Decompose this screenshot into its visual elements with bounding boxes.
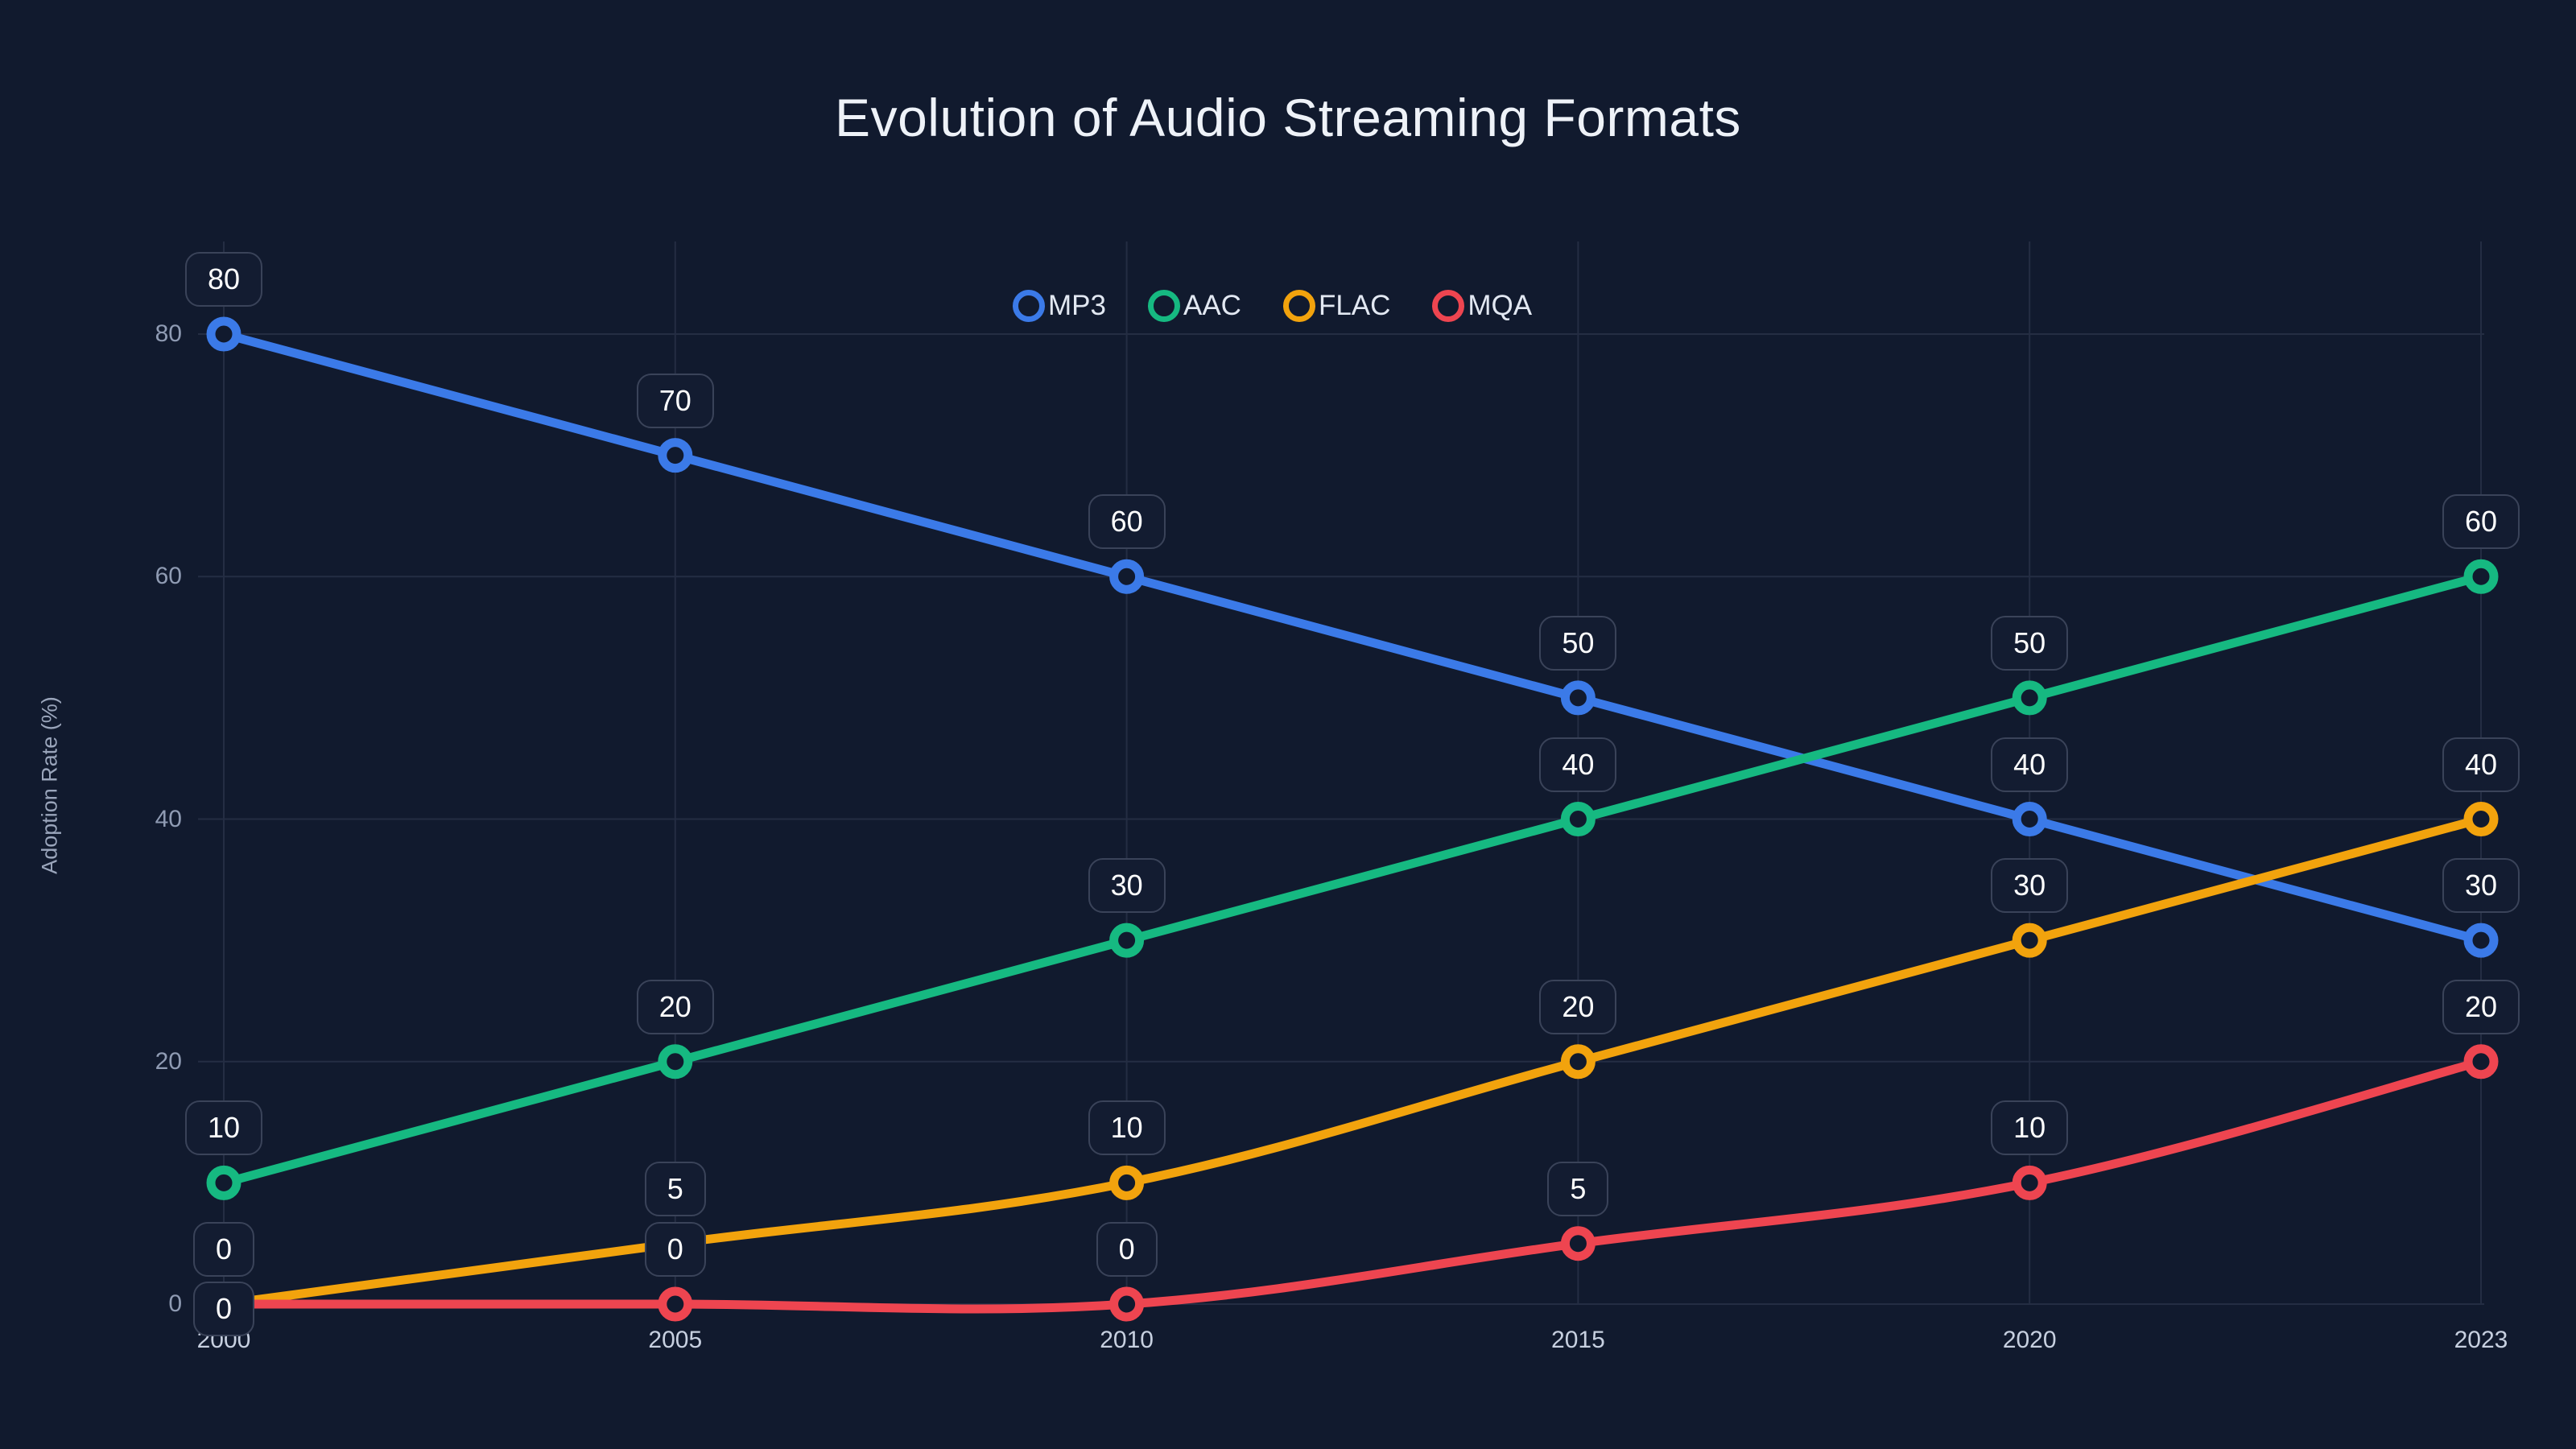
data-point-mp3-2015[interactable] (1560, 680, 1596, 716)
data-label-mp3-2010: 60 (1088, 494, 1166, 550)
data-label-mqa-2005: 0 (644, 1222, 706, 1277)
data-label-flac-2010: 10 (1088, 1100, 1166, 1156)
legend-item-mqa[interactable]: MQA (1432, 290, 1532, 322)
chart-legend: MP3 AAC FLAC MQA (1013, 283, 1532, 328)
data-point-flac-2020[interactable] (2012, 923, 2047, 958)
x-axis-tick-label: 2020 (2002, 1327, 2057, 1353)
data-point-mp3-2023[interactable] (2463, 923, 2499, 958)
data-label-flac-2005: 5 (644, 1161, 706, 1216)
data-point-aac-2000[interactable] (206, 1165, 242, 1200)
y-axis-tick-label: 40 (155, 805, 182, 832)
series-line-flac (219, 815, 2486, 1309)
data-point-mqa-2005[interactable] (658, 1286, 693, 1322)
data-label-mqa-2010: 0 (1096, 1222, 1158, 1277)
data-label-mqa-2015: 5 (1547, 1161, 1609, 1216)
series-line-mqa (219, 1057, 2486, 1314)
data-point-flac-2023[interactable] (2463, 802, 2499, 836)
data-label-aac-2023: 60 (2442, 494, 2520, 550)
y-axis-tick-label: 20 (155, 1047, 182, 1075)
legend-item-mp3[interactable]: MP3 (1013, 290, 1106, 322)
data-point-aac-2005[interactable] (658, 1044, 693, 1080)
data-label-flac-2015: 20 (1539, 979, 1617, 1034)
data-point-mqa-2020[interactable] (2012, 1165, 2047, 1200)
data-point-aac-2020[interactable] (2012, 680, 2047, 716)
y-axis-tick-label: 60 (155, 563, 182, 590)
data-label-mqa-2023: 20 (2442, 979, 2520, 1034)
x-axis-tick-label: 2023 (2454, 1327, 2508, 1353)
data-label-flac-2020: 30 (1991, 858, 2069, 914)
series-line-mp3 (219, 329, 2486, 945)
data-point-aac-2023[interactable] (2463, 559, 2499, 594)
data-point-aac-2015[interactable] (1560, 802, 1596, 836)
legend-item-label: FLAC (1318, 290, 1391, 321)
legend-item-flac[interactable]: FLAC (1282, 290, 1391, 322)
y-axis-tick-label: 80 (155, 320, 182, 347)
legend-item-label: AAC (1183, 290, 1241, 321)
data-label-mp3-2023: 30 (2442, 858, 2520, 914)
circle-outline-icon (1147, 290, 1180, 322)
data-label-mqa-2020: 10 (1991, 1100, 2069, 1156)
data-label-mp3-2005: 70 (636, 373, 714, 428)
data-label-flac-2000: 0 (192, 1222, 255, 1277)
legend-item-aac[interactable]: AAC (1147, 290, 1241, 322)
y-axis-tick-label: 0 (168, 1290, 182, 1317)
data-label-mp3-2000: 80 (184, 252, 263, 307)
circle-outline-icon (1432, 290, 1465, 322)
y-axis-title: Adoption Rate (%) (37, 696, 62, 874)
circle-outline-icon (1013, 290, 1045, 322)
legend-item-label: MP3 (1048, 290, 1106, 321)
data-label-aac-2020: 50 (1991, 615, 2069, 671)
data-point-mp3-2010[interactable] (1109, 559, 1145, 594)
data-label-aac-2000: 10 (184, 1100, 263, 1156)
data-point-mp3-2020[interactable] (2012, 802, 2047, 836)
data-point-flac-2010[interactable] (1109, 1165, 1145, 1200)
data-label-aac-2015: 40 (1539, 737, 1617, 792)
data-point-mp3-2005[interactable] (658, 438, 693, 473)
page-title: Evolution of Audio Streaming Formats (835, 88, 1741, 147)
data-point-mp3-2000[interactable] (206, 316, 242, 352)
data-label-mp3-2015: 50 (1539, 615, 1617, 671)
data-point-mqa-2015[interactable] (1560, 1226, 1596, 1261)
data-label-flac-2023: 40 (2442, 737, 2520, 792)
data-label-mqa-2000: 0 (192, 1282, 255, 1336)
data-point-mqa-2010[interactable] (1109, 1286, 1145, 1322)
series-line-aac (219, 572, 2486, 1187)
data-point-aac-2010[interactable] (1109, 923, 1145, 958)
data-label-aac-2010: 30 (1088, 858, 1166, 914)
x-axis-tick-label: 2010 (1100, 1327, 1154, 1353)
data-label-mp3-2020: 40 (1991, 737, 2069, 792)
x-axis-tick-label: 2015 (1551, 1327, 1605, 1353)
x-axis-tick-label: 2005 (648, 1327, 703, 1353)
circle-outline-icon (1282, 290, 1315, 322)
data-point-flac-2015[interactable] (1560, 1044, 1596, 1080)
legend-item-label: MQA (1468, 290, 1533, 321)
data-point-mqa-2023[interactable] (2463, 1044, 2499, 1080)
data-label-aac-2005: 20 (636, 979, 714, 1034)
